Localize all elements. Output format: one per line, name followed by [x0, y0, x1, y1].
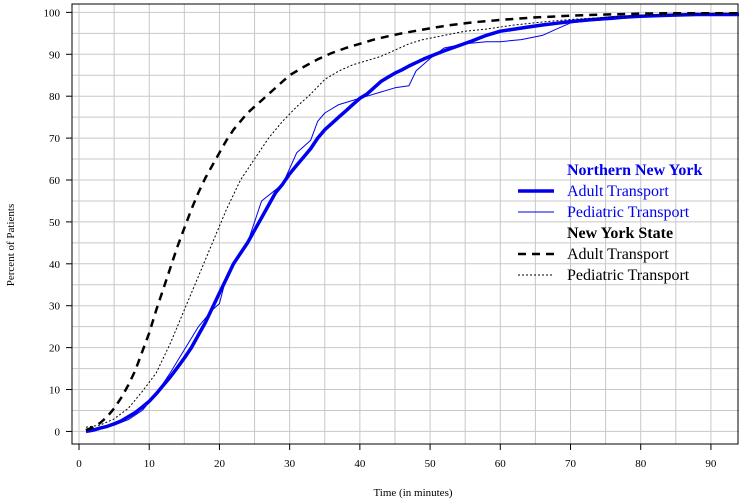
legend-label: Pediatric Transport [567, 267, 690, 284]
y-axis: 0 10 20 30 40 50 60 70 80 90 100 [44, 7, 72, 438]
legend: Northern New York Adult Transport Pediatri… [518, 162, 702, 284]
x-tick-label: 60 [495, 458, 507, 470]
y-tick-label: 30 [49, 301, 61, 313]
x-tick-label: 40 [354, 458, 366, 470]
y-tick-label: 90 [49, 49, 61, 61]
x-tick-label: 50 [425, 458, 437, 470]
x-tick-label: 70 [565, 458, 577, 470]
legend-label: Adult Transport [567, 246, 669, 263]
y-tick-label: 80 [49, 91, 61, 103]
legend-label: Pediatric Transport [567, 204, 690, 221]
x-axis-title: Time (in minutes) [373, 487, 452, 499]
y-tick-label: 0 [55, 426, 61, 438]
plot-frame [71, 3, 739, 445]
series-layer [85, 11, 739, 434]
y-tick-label: 60 [49, 175, 61, 187]
x-tick-label: 20 [214, 458, 226, 470]
x-tick-label: 30 [284, 458, 296, 470]
x-tick-label: 90 [705, 458, 717, 470]
y-tick-label: 40 [49, 259, 61, 271]
grid-layer [72, 4, 739, 444]
x-axis: 0 10 20 30 40 50 60 70 80 90 [76, 444, 717, 470]
series-line-new-york-state-adult-transport [85, 11, 739, 432]
plot-border [71, 3, 739, 445]
x-tick-label: 10 [144, 458, 156, 470]
y-tick-label: 20 [49, 343, 61, 355]
y-tick-label: 10 [49, 385, 61, 397]
y-tick-label: 100 [44, 7, 61, 19]
legend-label: Adult Transport [567, 183, 669, 200]
y-axis-title: Percent of Patients [5, 204, 17, 286]
legend-header: New York State [567, 225, 673, 242]
y-tick-label: 50 [49, 217, 61, 229]
series-line-northern-new-york-adult-transport [85, 12, 739, 434]
series-line-northern-new-york-pediatric-transport [85, 14, 739, 430]
x-tick-label: 80 [635, 458, 647, 470]
x-tick-label: 0 [76, 458, 82, 470]
legend-header: Northern New York [567, 162, 702, 179]
y-tick-label: 70 [49, 133, 61, 145]
